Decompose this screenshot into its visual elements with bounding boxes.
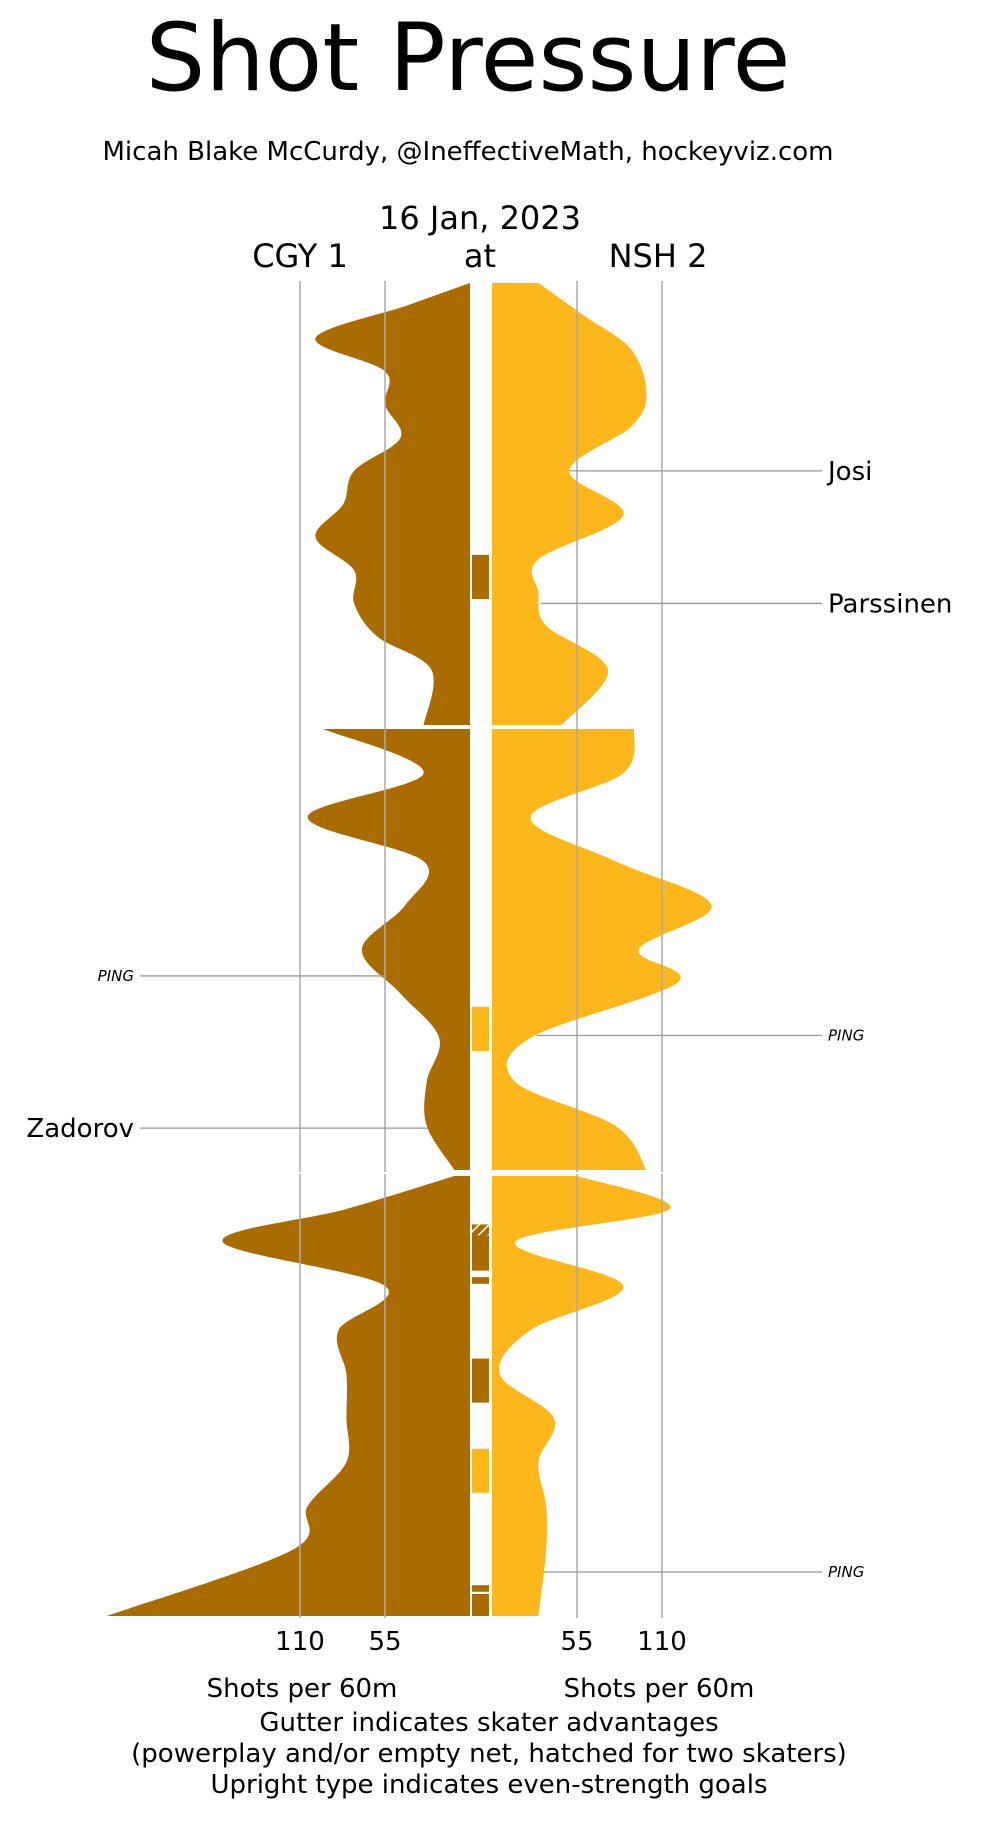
gutter-mark-8 xyxy=(472,1585,489,1592)
away-area-period-3 xyxy=(106,1176,471,1616)
gutter-mark-1 xyxy=(472,554,489,600)
footer-line-3: Upright type indicates even-strength goa… xyxy=(210,1770,767,1800)
chart-subtitle: Micah Blake McCurdy, @IneffectiveMath, h… xyxy=(103,137,834,167)
home-xlabel: Shots per 60m xyxy=(564,1674,755,1704)
home-area-period-3 xyxy=(492,1176,671,1616)
game-date: 16 Jan, 2023 xyxy=(379,199,581,237)
away-area-period-2 xyxy=(307,729,470,1170)
gutter-mark-5 xyxy=(472,1277,489,1284)
goal-label: PING xyxy=(828,1563,864,1581)
gutter xyxy=(472,554,489,1616)
footer-line-1: Gutter indicates skater advantages xyxy=(259,1708,718,1738)
away-xlabel: Shots per 60m xyxy=(207,1674,398,1704)
away-tick-55: 55 xyxy=(368,1627,401,1657)
goal-label: PING xyxy=(98,967,134,985)
gutter-mark-2 xyxy=(472,1006,489,1051)
chart-title: Shot Pressure xyxy=(146,4,791,113)
pressure-areas xyxy=(106,283,712,1616)
away-area-period-1 xyxy=(315,283,470,725)
goal-annotations: Josi Parssinen PING PING Zadorov PING xyxy=(26,457,952,1581)
goal-label: Josi xyxy=(826,457,872,487)
away-team-label: CGY 1 xyxy=(252,237,348,275)
goal-label: Zadorov xyxy=(26,1114,134,1144)
gutter-mark-3 xyxy=(472,1224,489,1236)
home-area-period-2 xyxy=(492,729,712,1170)
footer-line-2: (powerplay and/or empty net, hatched for… xyxy=(131,1739,847,1769)
gutter-mark-7 xyxy=(472,1448,489,1493)
gutter-mark-4 xyxy=(472,1235,489,1271)
home-tick-110: 110 xyxy=(637,1627,687,1657)
away-tick-110: 110 xyxy=(275,1627,325,1657)
home-area-period-1 xyxy=(492,283,647,725)
goal-label: Parssinen xyxy=(828,589,952,619)
home-team-label: NSH 2 xyxy=(609,237,708,275)
gutter-mark-9 xyxy=(472,1594,489,1616)
goal-label: PING xyxy=(828,1026,864,1044)
at-label: at xyxy=(464,237,496,275)
gridlines xyxy=(299,281,663,1618)
gutter-mark-6 xyxy=(472,1358,489,1403)
home-tick-55: 55 xyxy=(560,1627,593,1657)
tick-labels: 110 55 55 110 xyxy=(275,1627,687,1657)
